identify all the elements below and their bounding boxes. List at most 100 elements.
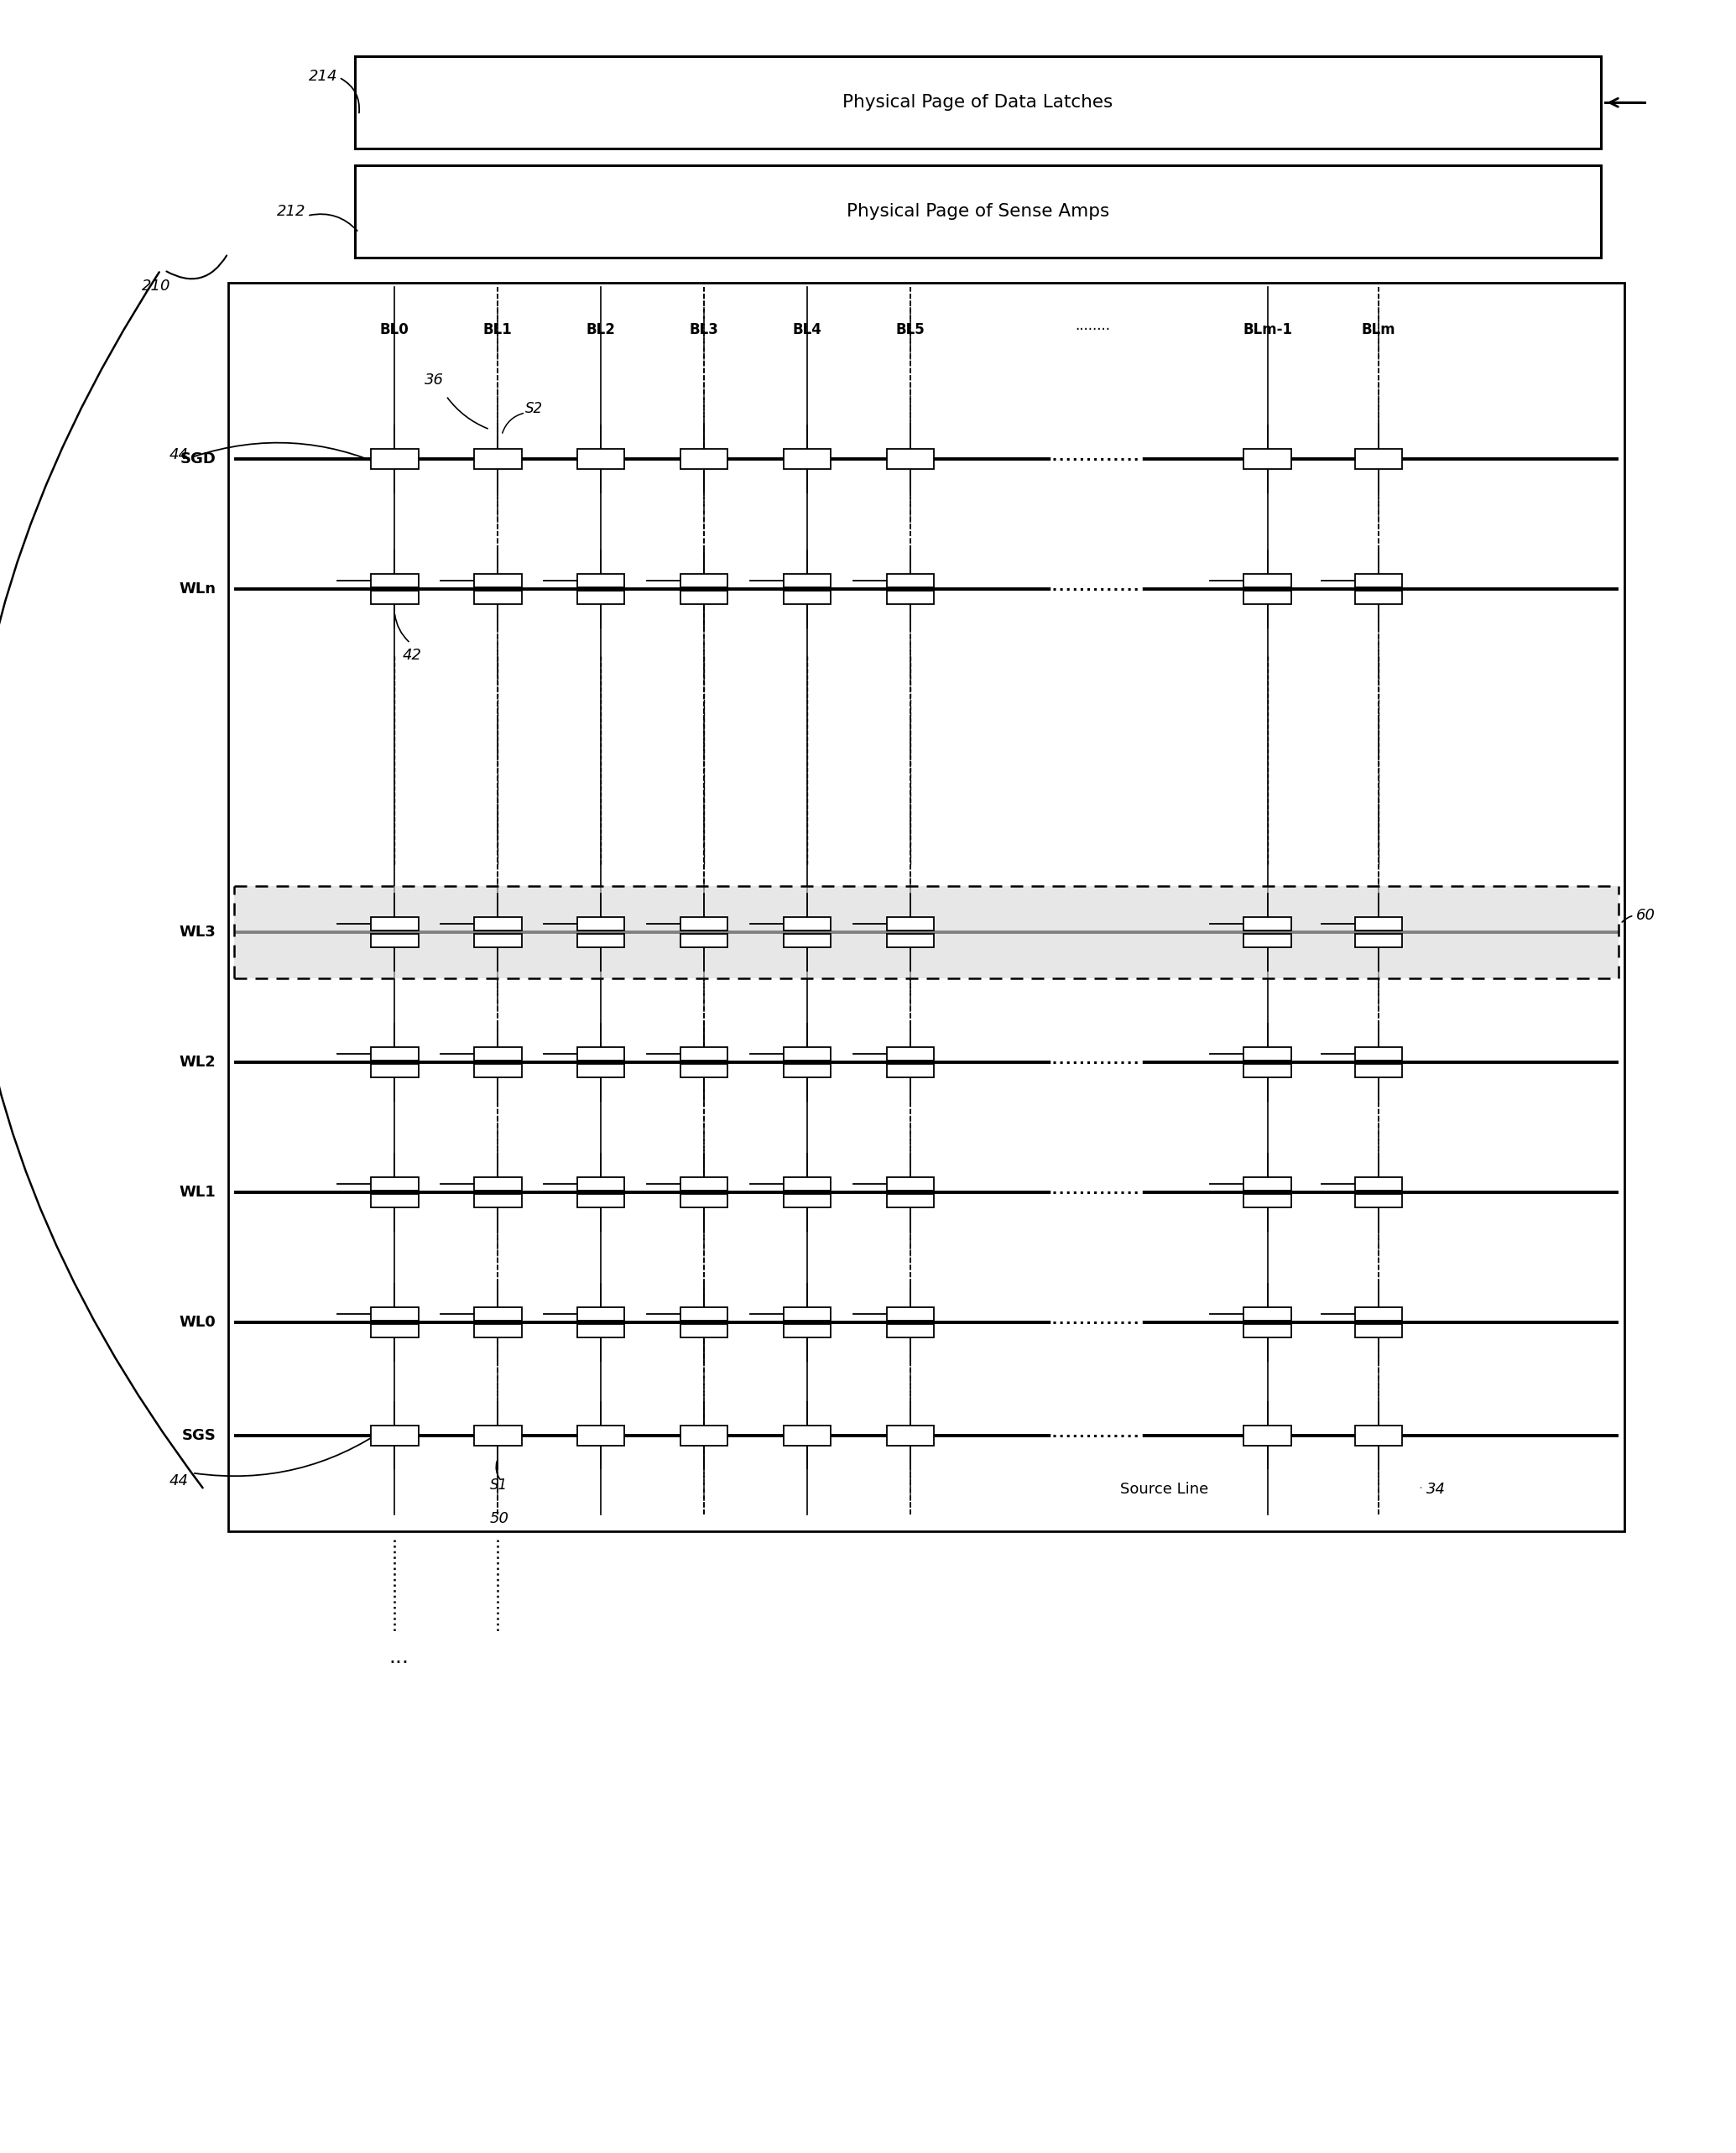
Bar [887, 917, 934, 930]
Text: 210: 210 [142, 278, 170, 293]
Bar [1354, 1064, 1403, 1076]
Bar [783, 1425, 832, 1445]
Bar [1354, 448, 1403, 469]
Bar [1354, 1425, 1403, 1445]
Bar [474, 1195, 521, 1208]
Text: SGD: SGD [181, 452, 215, 467]
Bar [681, 573, 727, 588]
Text: S1: S1 [490, 1477, 507, 1492]
Bar [887, 1307, 934, 1320]
Bar [1243, 590, 1292, 603]
Bar [783, 1324, 832, 1337]
Text: BL3: BL3 [689, 323, 719, 338]
Bar [372, 1178, 418, 1191]
Text: WL1: WL1 [179, 1184, 215, 1199]
Bar [681, 1064, 727, 1076]
Text: BLm: BLm [1361, 323, 1396, 338]
Bar [372, 917, 418, 930]
Bar [1243, 448, 1292, 469]
Bar [474, 1064, 521, 1076]
Bar [227, 282, 1625, 1531]
Bar [576, 917, 625, 930]
Text: 44: 44 [168, 1475, 187, 1490]
Bar [681, 1178, 727, 1191]
Text: 34: 34 [1427, 1481, 1446, 1496]
Text: BL2: BL2 [587, 323, 616, 338]
Bar [372, 448, 418, 469]
Text: ........: ........ [1075, 319, 1111, 334]
Bar [372, 1195, 418, 1208]
Bar [372, 590, 418, 603]
Text: SGS: SGS [182, 1427, 215, 1443]
Text: WL0: WL0 [179, 1315, 215, 1331]
Text: WLn: WLn [179, 581, 215, 596]
Bar [474, 573, 521, 588]
Bar [372, 573, 418, 588]
Bar [1354, 1046, 1403, 1061]
Bar [576, 1324, 625, 1337]
Bar [576, 1307, 625, 1320]
Bar [1243, 917, 1292, 930]
Text: 42: 42 [403, 648, 422, 663]
Bar [576, 1178, 625, 1191]
Bar [576, 1425, 625, 1445]
Text: 214: 214 [309, 69, 337, 84]
Bar [1243, 573, 1292, 588]
Bar [576, 1064, 625, 1076]
Bar [372, 1046, 418, 1061]
Bar [474, 934, 521, 947]
Bar [1354, 1178, 1403, 1191]
Text: WL3: WL3 [179, 926, 215, 941]
Bar [783, 1046, 832, 1061]
Bar [576, 448, 625, 469]
Bar [474, 1324, 521, 1337]
Text: 60: 60 [1637, 909, 1656, 924]
Text: ...: ... [389, 1647, 408, 1666]
Bar [372, 1064, 418, 1076]
Bar [576, 573, 625, 588]
Bar [887, 1324, 934, 1337]
Bar [234, 887, 1618, 977]
Bar [576, 1046, 625, 1061]
Bar [576, 934, 625, 947]
Bar [1243, 1324, 1292, 1337]
Bar [681, 934, 727, 947]
Bar [887, 1064, 934, 1076]
Bar [887, 1425, 934, 1445]
Bar [783, 590, 832, 603]
Bar [1243, 1178, 1292, 1191]
Bar [354, 166, 1601, 258]
Bar [783, 1307, 832, 1320]
Bar [1354, 1307, 1403, 1320]
Text: 44: 44 [168, 448, 187, 463]
Bar [474, 1046, 521, 1061]
Text: BL5: BL5 [896, 323, 925, 338]
Bar [1243, 1046, 1292, 1061]
Bar [887, 1178, 934, 1191]
Bar [783, 934, 832, 947]
Bar [576, 590, 625, 603]
Bar [474, 1307, 521, 1320]
Bar [1243, 1425, 1292, 1445]
Bar [887, 934, 934, 947]
Bar [783, 573, 832, 588]
Bar [887, 448, 934, 469]
Bar [354, 56, 1601, 149]
Text: BL0: BL0 [380, 323, 410, 338]
Bar [372, 1425, 418, 1445]
Bar [783, 1195, 832, 1208]
Bar [1354, 1195, 1403, 1208]
Text: BLm-1: BLm-1 [1243, 323, 1292, 338]
Bar [474, 590, 521, 603]
Bar [1243, 934, 1292, 947]
Bar [474, 1425, 521, 1445]
Bar [887, 1046, 934, 1061]
Text: WL2: WL2 [179, 1055, 215, 1070]
Bar [681, 448, 727, 469]
Bar [887, 573, 934, 588]
Bar [1354, 934, 1403, 947]
Bar [372, 934, 418, 947]
Text: BL1: BL1 [483, 323, 512, 338]
Bar [1354, 573, 1403, 588]
Text: Physical Page of Data Latches: Physical Page of Data Latches [842, 95, 1113, 112]
